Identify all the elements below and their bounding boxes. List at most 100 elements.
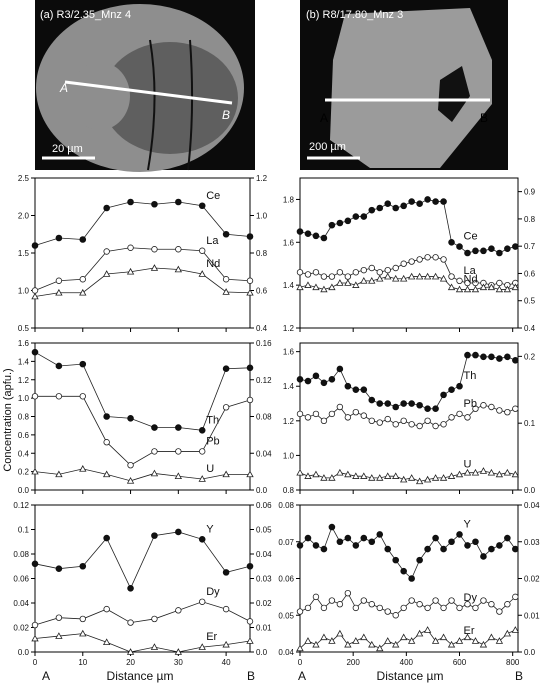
point-Dy <box>392 612 399 619</box>
point-Dy <box>512 593 519 601</box>
point-Dy <box>103 605 110 613</box>
point-Ce <box>464 249 471 257</box>
y-right-tick-label: 0.04 <box>256 449 272 458</box>
point-U <box>479 467 488 474</box>
image-a-start-label: A <box>59 81 68 95</box>
point-Nd <box>320 285 328 293</box>
point-Ce <box>504 245 511 253</box>
y-right-tick-label: 0.8 <box>256 249 268 258</box>
point-Ce <box>344 217 352 225</box>
x-tick-label: 10 <box>78 658 87 667</box>
point-Dy <box>384 608 391 615</box>
point-Er <box>431 637 440 644</box>
point-Y <box>296 542 304 549</box>
point-Ce <box>368 206 376 214</box>
point-Dy <box>448 597 455 604</box>
point-Y <box>328 523 336 531</box>
shared-y-axis-label: Concentration (apfu.) <box>2 368 14 471</box>
point-Er <box>415 629 424 637</box>
y-right-tick-label: 0.0 <box>524 648 536 657</box>
point-La <box>199 247 206 254</box>
point-Nd <box>400 274 408 282</box>
series-label-La: La <box>206 235 219 247</box>
point-Ce <box>440 198 447 205</box>
point-Ce <box>352 213 360 220</box>
point-Er <box>495 637 504 644</box>
y-right-tick-label: 0.5 <box>524 297 536 306</box>
point-Y <box>456 531 463 538</box>
point-Nd <box>296 283 304 291</box>
point-Th <box>464 351 471 359</box>
y-right-tick-label: 0.0 <box>256 648 268 657</box>
y-tick-label: 1.4 <box>283 382 295 391</box>
series-label-Ce: Ce <box>464 231 478 243</box>
point-Pb <box>440 421 447 428</box>
y-right-tick-label: 0.01 <box>524 611 540 620</box>
point-Pb <box>175 448 182 455</box>
x-tick-label: 40 <box>222 658 231 667</box>
point-Er <box>79 629 87 637</box>
point-Nd <box>407 272 416 280</box>
point-Dy <box>222 605 230 613</box>
point-Nd <box>312 283 320 291</box>
point-Pb <box>312 410 320 418</box>
point-Er <box>126 648 135 655</box>
point-U <box>511 470 520 478</box>
point-U <box>246 470 254 478</box>
point-Ce <box>320 234 328 242</box>
point-Dy <box>199 598 206 605</box>
y-right-tick-label: 0.06 <box>256 501 272 510</box>
point-U <box>423 475 432 483</box>
point-Pb <box>127 461 134 469</box>
point-Dy <box>456 604 463 612</box>
point-Dy <box>320 604 328 612</box>
point-Dy <box>488 601 495 608</box>
point-La <box>416 256 423 263</box>
point-U <box>376 474 384 481</box>
point-Nd <box>479 283 488 291</box>
point-U <box>407 474 416 481</box>
series-label-U: U <box>464 458 472 470</box>
point-Th <box>480 353 487 361</box>
point-Ce <box>304 230 312 238</box>
y-tick-label: 0.12 <box>13 501 29 510</box>
point-Y <box>488 545 495 553</box>
point-U <box>431 474 440 481</box>
point-Ce <box>55 234 63 242</box>
point-La <box>392 264 399 272</box>
point-Nd <box>79 288 87 296</box>
point-Er <box>328 637 336 644</box>
point-La <box>103 248 110 255</box>
point-Th <box>424 405 431 413</box>
point-Ce <box>472 247 479 255</box>
image-panel-a: (a) R3/2.35_Mnz 4 A B 20 µm <box>35 0 255 172</box>
y-tick-label: 1.2 <box>283 324 295 333</box>
y-tick-label: 0.8 <box>283 486 295 495</box>
point-Ce <box>432 198 439 205</box>
point-Ce <box>312 232 320 240</box>
series-label-Pb: Pb <box>464 398 477 410</box>
point-La <box>400 260 407 267</box>
y-right-tick-label: 0.01 <box>256 624 272 633</box>
point-Dy <box>175 607 182 614</box>
y-tick-label: 0.0 <box>18 486 30 495</box>
point-Pb <box>376 419 383 426</box>
point-La <box>328 273 336 280</box>
point-La <box>79 276 86 283</box>
point-Th <box>175 424 182 431</box>
series-line-La <box>34 247 251 291</box>
point-Dy <box>304 604 312 612</box>
point-Th <box>296 376 304 383</box>
point-Nd <box>55 288 63 296</box>
point-Pb <box>151 448 158 455</box>
series-label-La: La <box>464 265 477 277</box>
point-Th <box>222 365 230 373</box>
point-Nd <box>304 281 312 288</box>
point-Pb <box>432 422 439 430</box>
y-right-tick-label: 0.2 <box>524 352 536 361</box>
point-U <box>102 470 111 478</box>
point-Pb <box>55 393 63 400</box>
point-La <box>55 277 63 284</box>
point-Er <box>423 626 432 633</box>
y-tick-label: 0.04 <box>13 599 29 608</box>
